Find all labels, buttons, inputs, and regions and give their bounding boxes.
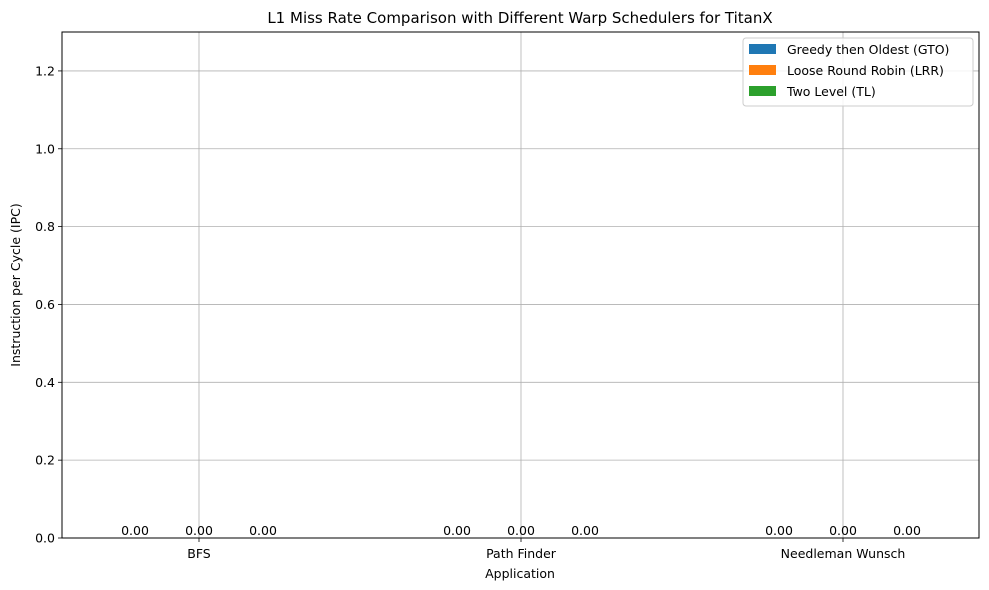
plot-frame bbox=[61, 31, 980, 539]
bar-value-label: 0.00 bbox=[765, 523, 793, 538]
legend-swatch bbox=[749, 65, 776, 75]
legend-box bbox=[742, 37, 974, 107]
bar-value-label: 0.00 bbox=[249, 523, 277, 538]
x-axis-ticks: BFS Path Finder Needleman Wunsch bbox=[187, 538, 905, 561]
x-tick-label: BFS bbox=[187, 546, 211, 561]
bar-value-label: 0.00 bbox=[571, 523, 599, 538]
legend-label: Loose Round Robin (LRR) bbox=[787, 63, 944, 78]
legend-label: Two Level (TL) bbox=[786, 84, 876, 99]
y-tick-label: 0.4 bbox=[35, 375, 55, 390]
y-tick-label: 1.0 bbox=[35, 141, 55, 156]
legend-label: Greedy then Oldest (GTO) bbox=[787, 42, 949, 57]
legend-swatch bbox=[749, 86, 776, 96]
y-axis-title: Instruction per Cycle (IPC) bbox=[8, 203, 23, 366]
bar-value-label: 0.00 bbox=[185, 523, 213, 538]
bar-value-label: 0.00 bbox=[121, 523, 149, 538]
x-tick-label: Path Finder bbox=[486, 546, 557, 561]
x-tick-label: Needleman Wunsch bbox=[781, 546, 906, 561]
y-tick-label: 0.2 bbox=[35, 453, 55, 468]
legend: Greedy then Oldest (GTO) Loose Round Robi… bbox=[742, 37, 974, 107]
bar-value-label: 0.00 bbox=[893, 523, 921, 538]
y-tick-label: 0.8 bbox=[35, 219, 55, 234]
grid-lines bbox=[62, 32, 979, 539]
legend-swatch bbox=[749, 44, 776, 54]
x-axis-title: Application bbox=[485, 566, 555, 581]
chart-title: L1 Miss Rate Comparison with Different W… bbox=[267, 9, 772, 27]
y-tick-label: 0.0 bbox=[35, 531, 55, 546]
data-labels: 0.00 0.00 0.00 0.00 0.00 0.00 0.00 0.00 0.00 bbox=[121, 523, 921, 538]
y-tick-label: 1.2 bbox=[35, 63, 55, 78]
bar-value-label: 0.00 bbox=[829, 523, 857, 538]
bar-value-label: 0.00 bbox=[443, 523, 471, 538]
y-axis-ticks: 0.0 0.2 0.4 0.6 0.8 1.0 1.2 bbox=[35, 63, 62, 546]
bar-value-label: 0.00 bbox=[507, 523, 535, 538]
y-tick-label: 0.6 bbox=[35, 297, 55, 312]
